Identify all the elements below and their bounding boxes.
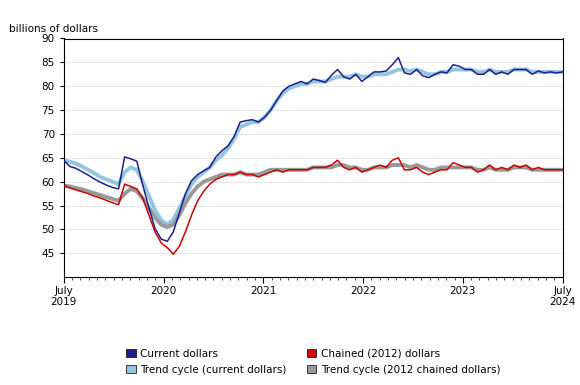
Legend: Current dollars, Trend cycle (current dollars), Chained (2012) dollars, Trend cy: Current dollars, Trend cycle (current do… — [122, 345, 504, 379]
Text: billions of dollars: billions of dollars — [9, 24, 98, 34]
